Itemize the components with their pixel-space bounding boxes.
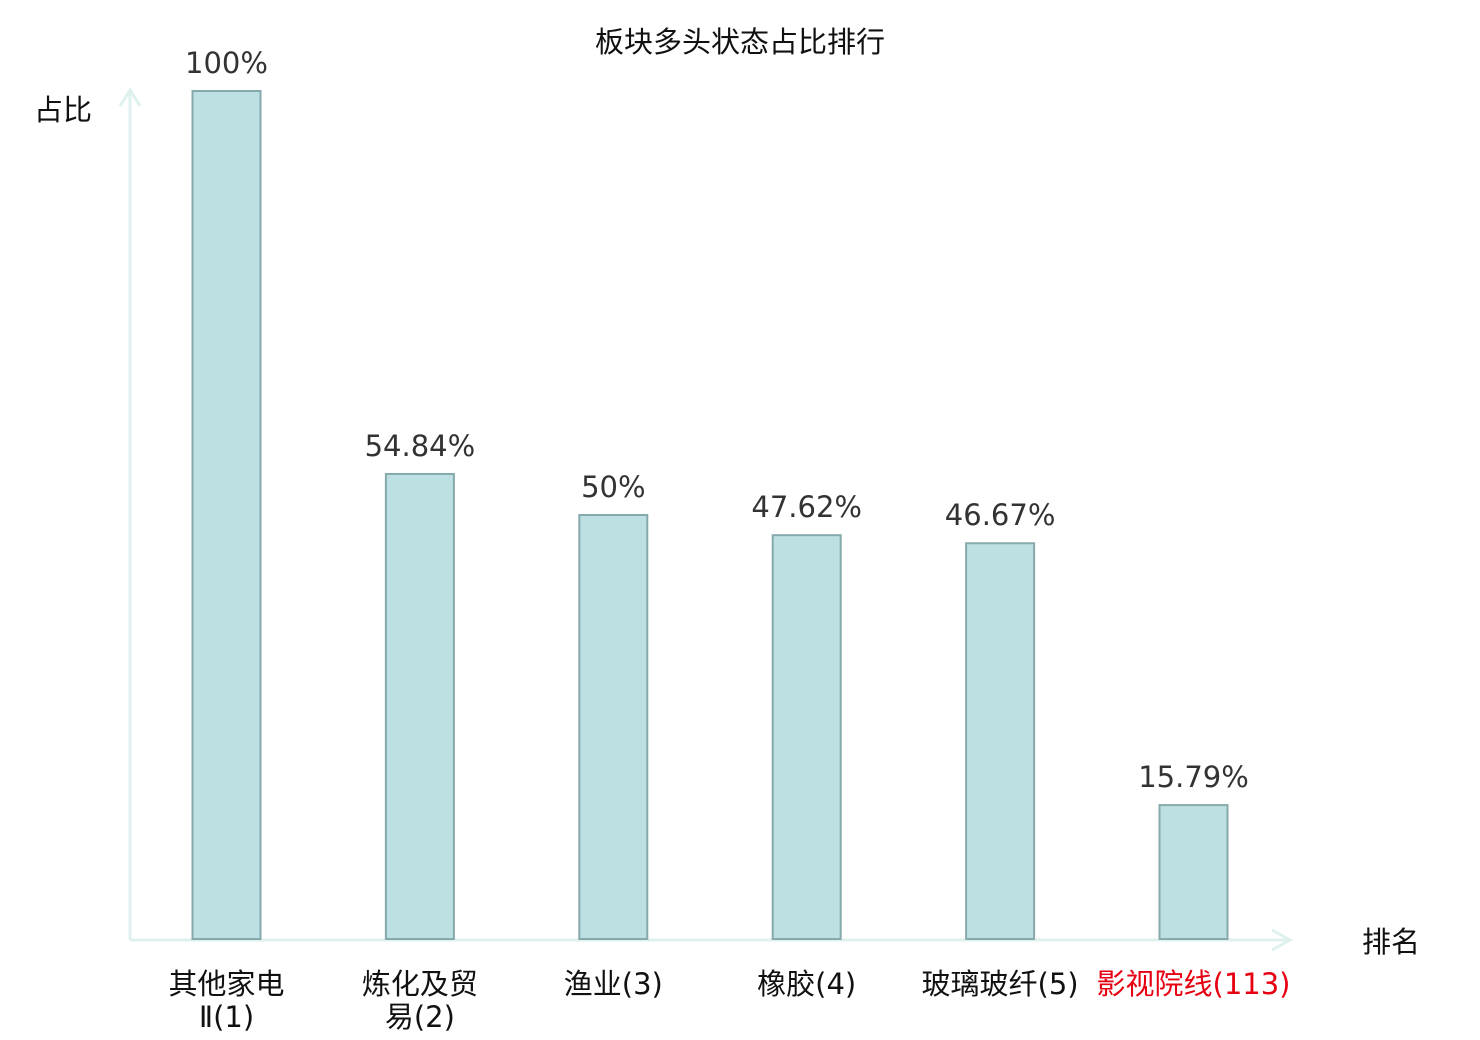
category-label-2-line-1: 炼化及贸 — [362, 967, 478, 1001]
category-label-3: 渔业(3) — [564, 967, 663, 1001]
y-axis-arrow — [118, 87, 142, 107]
bar-1 — [191, 90, 262, 940]
bar-2 — [384, 472, 455, 940]
chart-title: 板块多头状态占比排行 — [595, 25, 885, 59]
category-label-5: 玻璃玻纤(5) — [922, 967, 1079, 1001]
bar-5 — [965, 542, 1036, 940]
bar-4 — [771, 534, 842, 940]
category-label-4: 橡胶(4) — [757, 967, 856, 1001]
value-label-4: 47.62% — [751, 490, 862, 524]
category-label-6: 影视院线(113) — [1097, 967, 1291, 1001]
category-label-2-line-2: 易(2) — [385, 1000, 455, 1034]
x-axis-label: 排名 — [1362, 925, 1420, 959]
value-label-5: 46.67% — [945, 498, 1056, 532]
value-label-2: 54.84% — [365, 429, 476, 463]
category-label-1-line-1: 其他家电 — [168, 967, 284, 1001]
value-label-1: 100% — [185, 46, 268, 80]
bar-3 — [578, 514, 649, 940]
bar-6 — [1158, 804, 1229, 941]
category-label-1-line-2: Ⅱ(1) — [199, 1000, 254, 1034]
x-axis-arrow — [1271, 928, 1294, 952]
value-label-3: 50% — [581, 470, 645, 504]
y-axis-label: 占比 — [34, 93, 92, 127]
value-label-6: 15.79% — [1138, 760, 1249, 794]
